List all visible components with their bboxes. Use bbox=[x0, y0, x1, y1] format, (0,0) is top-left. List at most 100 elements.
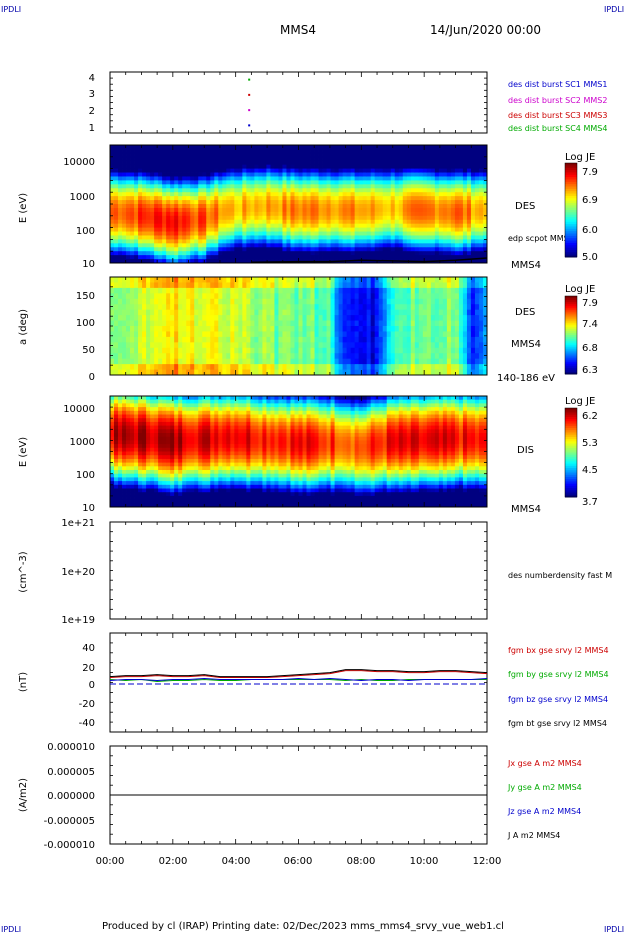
pitch-cell bbox=[378, 304, 384, 311]
spectrogram-cell bbox=[326, 148, 331, 154]
spectrogram-cell bbox=[374, 160, 380, 166]
pitch-cell bbox=[450, 320, 456, 327]
pitch-cell bbox=[462, 298, 468, 305]
spectrogram-cell bbox=[466, 184, 472, 189]
pitch-cell bbox=[322, 331, 327, 338]
spectrogram-cell bbox=[430, 172, 436, 177]
spectrogram-cell bbox=[450, 164, 456, 169]
spectrogram-cell bbox=[234, 227, 239, 232]
spectrogram-cell bbox=[230, 207, 235, 213]
spectrogram-cell bbox=[390, 152, 396, 158]
spectrogram-cell bbox=[482, 259, 488, 264]
spectrogram-cell bbox=[146, 243, 151, 248]
spectrogram-cell bbox=[238, 184, 243, 189]
spectrogram-cell bbox=[450, 148, 456, 154]
pitch-cell bbox=[282, 293, 287, 300]
spectrogram-cell bbox=[286, 152, 291, 158]
spectrogram-cell bbox=[198, 172, 203, 177]
pitch-cell bbox=[118, 326, 123, 332]
pitch-cell bbox=[150, 309, 155, 316]
spectrogram-cell bbox=[194, 235, 199, 240]
spectrogram-cell bbox=[450, 192, 456, 197]
spectrogram-cell bbox=[466, 156, 472, 162]
spectrogram-cell bbox=[402, 243, 408, 248]
spectrogram-cell bbox=[326, 235, 331, 240]
pitch-cell bbox=[306, 304, 311, 311]
spectrogram-cell bbox=[398, 168, 404, 173]
pitch-cell bbox=[478, 277, 484, 283]
cb2-band bbox=[565, 188, 577, 192]
pitch-cell bbox=[202, 315, 207, 321]
spectrogram-cell bbox=[330, 235, 335, 240]
spectrogram-cell bbox=[374, 215, 380, 221]
spectrogram-cell bbox=[222, 200, 227, 205]
pitch-cell bbox=[334, 282, 340, 289]
spectrogram-cell bbox=[442, 176, 448, 181]
pitch-cell bbox=[358, 282, 364, 289]
spectrogram-cell bbox=[122, 418, 127, 423]
spectrogram-cell bbox=[418, 231, 424, 236]
spectrogram-cell bbox=[342, 204, 348, 209]
spectrogram-cell bbox=[230, 247, 235, 252]
spectrogram-cell bbox=[294, 247, 299, 252]
spectrogram-cell bbox=[250, 204, 255, 209]
spectrogram-cell bbox=[222, 227, 227, 232]
spectrogram-cell bbox=[270, 251, 275, 256]
spectrogram-cell bbox=[170, 211, 175, 217]
spectrogram-cell bbox=[154, 447, 159, 452]
spectrogram-cell bbox=[142, 223, 147, 228]
spectrogram-cell bbox=[126, 429, 131, 434]
spectrogram-cell bbox=[298, 255, 303, 260]
spectrogram-cell bbox=[114, 251, 119, 256]
spectrogram-cell bbox=[226, 196, 231, 201]
panel3-ytick-50: 50 bbox=[82, 345, 95, 356]
spectrogram-cell bbox=[134, 164, 139, 169]
spectrogram-cell bbox=[466, 207, 472, 213]
spectrogram-cell bbox=[418, 192, 424, 197]
pitch-cell bbox=[186, 287, 191, 294]
spectrogram-cell bbox=[242, 200, 247, 205]
pitch-cell bbox=[110, 347, 115, 354]
spectrogram-cell bbox=[122, 451, 127, 456]
spectrogram-cell bbox=[114, 414, 119, 419]
spectrogram-cell bbox=[334, 251, 340, 256]
pitch-cell bbox=[470, 331, 476, 338]
spectrogram-cell bbox=[146, 433, 151, 438]
spectrogram-cell bbox=[146, 481, 151, 486]
pitch-cell bbox=[414, 309, 420, 316]
spectrogram-cell bbox=[266, 156, 271, 162]
spectrogram-cell bbox=[342, 243, 348, 248]
spectrogram-cell bbox=[230, 196, 235, 201]
spectrogram-cell bbox=[446, 247, 452, 252]
pitch-cell bbox=[274, 298, 279, 305]
spectrogram-cell bbox=[210, 152, 215, 158]
spectrogram-cell bbox=[470, 251, 476, 256]
spectrogram-cell bbox=[342, 168, 348, 173]
spectrogram-cell bbox=[158, 227, 163, 232]
spectrogram-cell bbox=[326, 188, 331, 193]
spectrogram-cell bbox=[310, 231, 315, 236]
pitch-cell bbox=[178, 331, 183, 338]
spectrogram-cell bbox=[430, 160, 436, 166]
spectrogram-cell bbox=[130, 211, 135, 217]
spectrogram-cell bbox=[286, 168, 291, 173]
spectrogram-cell bbox=[114, 433, 119, 438]
pitch-cell bbox=[186, 347, 191, 354]
spectrogram-cell bbox=[126, 152, 131, 158]
spectrogram-cell bbox=[238, 152, 243, 158]
spectrogram-cell bbox=[246, 145, 251, 150]
pitch-cell bbox=[346, 293, 352, 300]
spectrogram-cell bbox=[310, 239, 315, 244]
spectrogram-cell bbox=[470, 204, 476, 209]
spectrogram-cell bbox=[154, 215, 159, 221]
spectrogram-cell bbox=[122, 247, 127, 252]
pitch-cell bbox=[478, 347, 484, 354]
spectrogram-cell bbox=[150, 188, 155, 193]
spectrogram-cell bbox=[470, 145, 476, 150]
pitch-cell bbox=[130, 277, 135, 283]
spectrogram-cell bbox=[422, 200, 428, 205]
pitch-cell bbox=[202, 320, 207, 327]
spectrogram-cell bbox=[242, 184, 247, 189]
spectrogram-cell bbox=[290, 160, 295, 166]
pitch-cell bbox=[262, 304, 267, 311]
